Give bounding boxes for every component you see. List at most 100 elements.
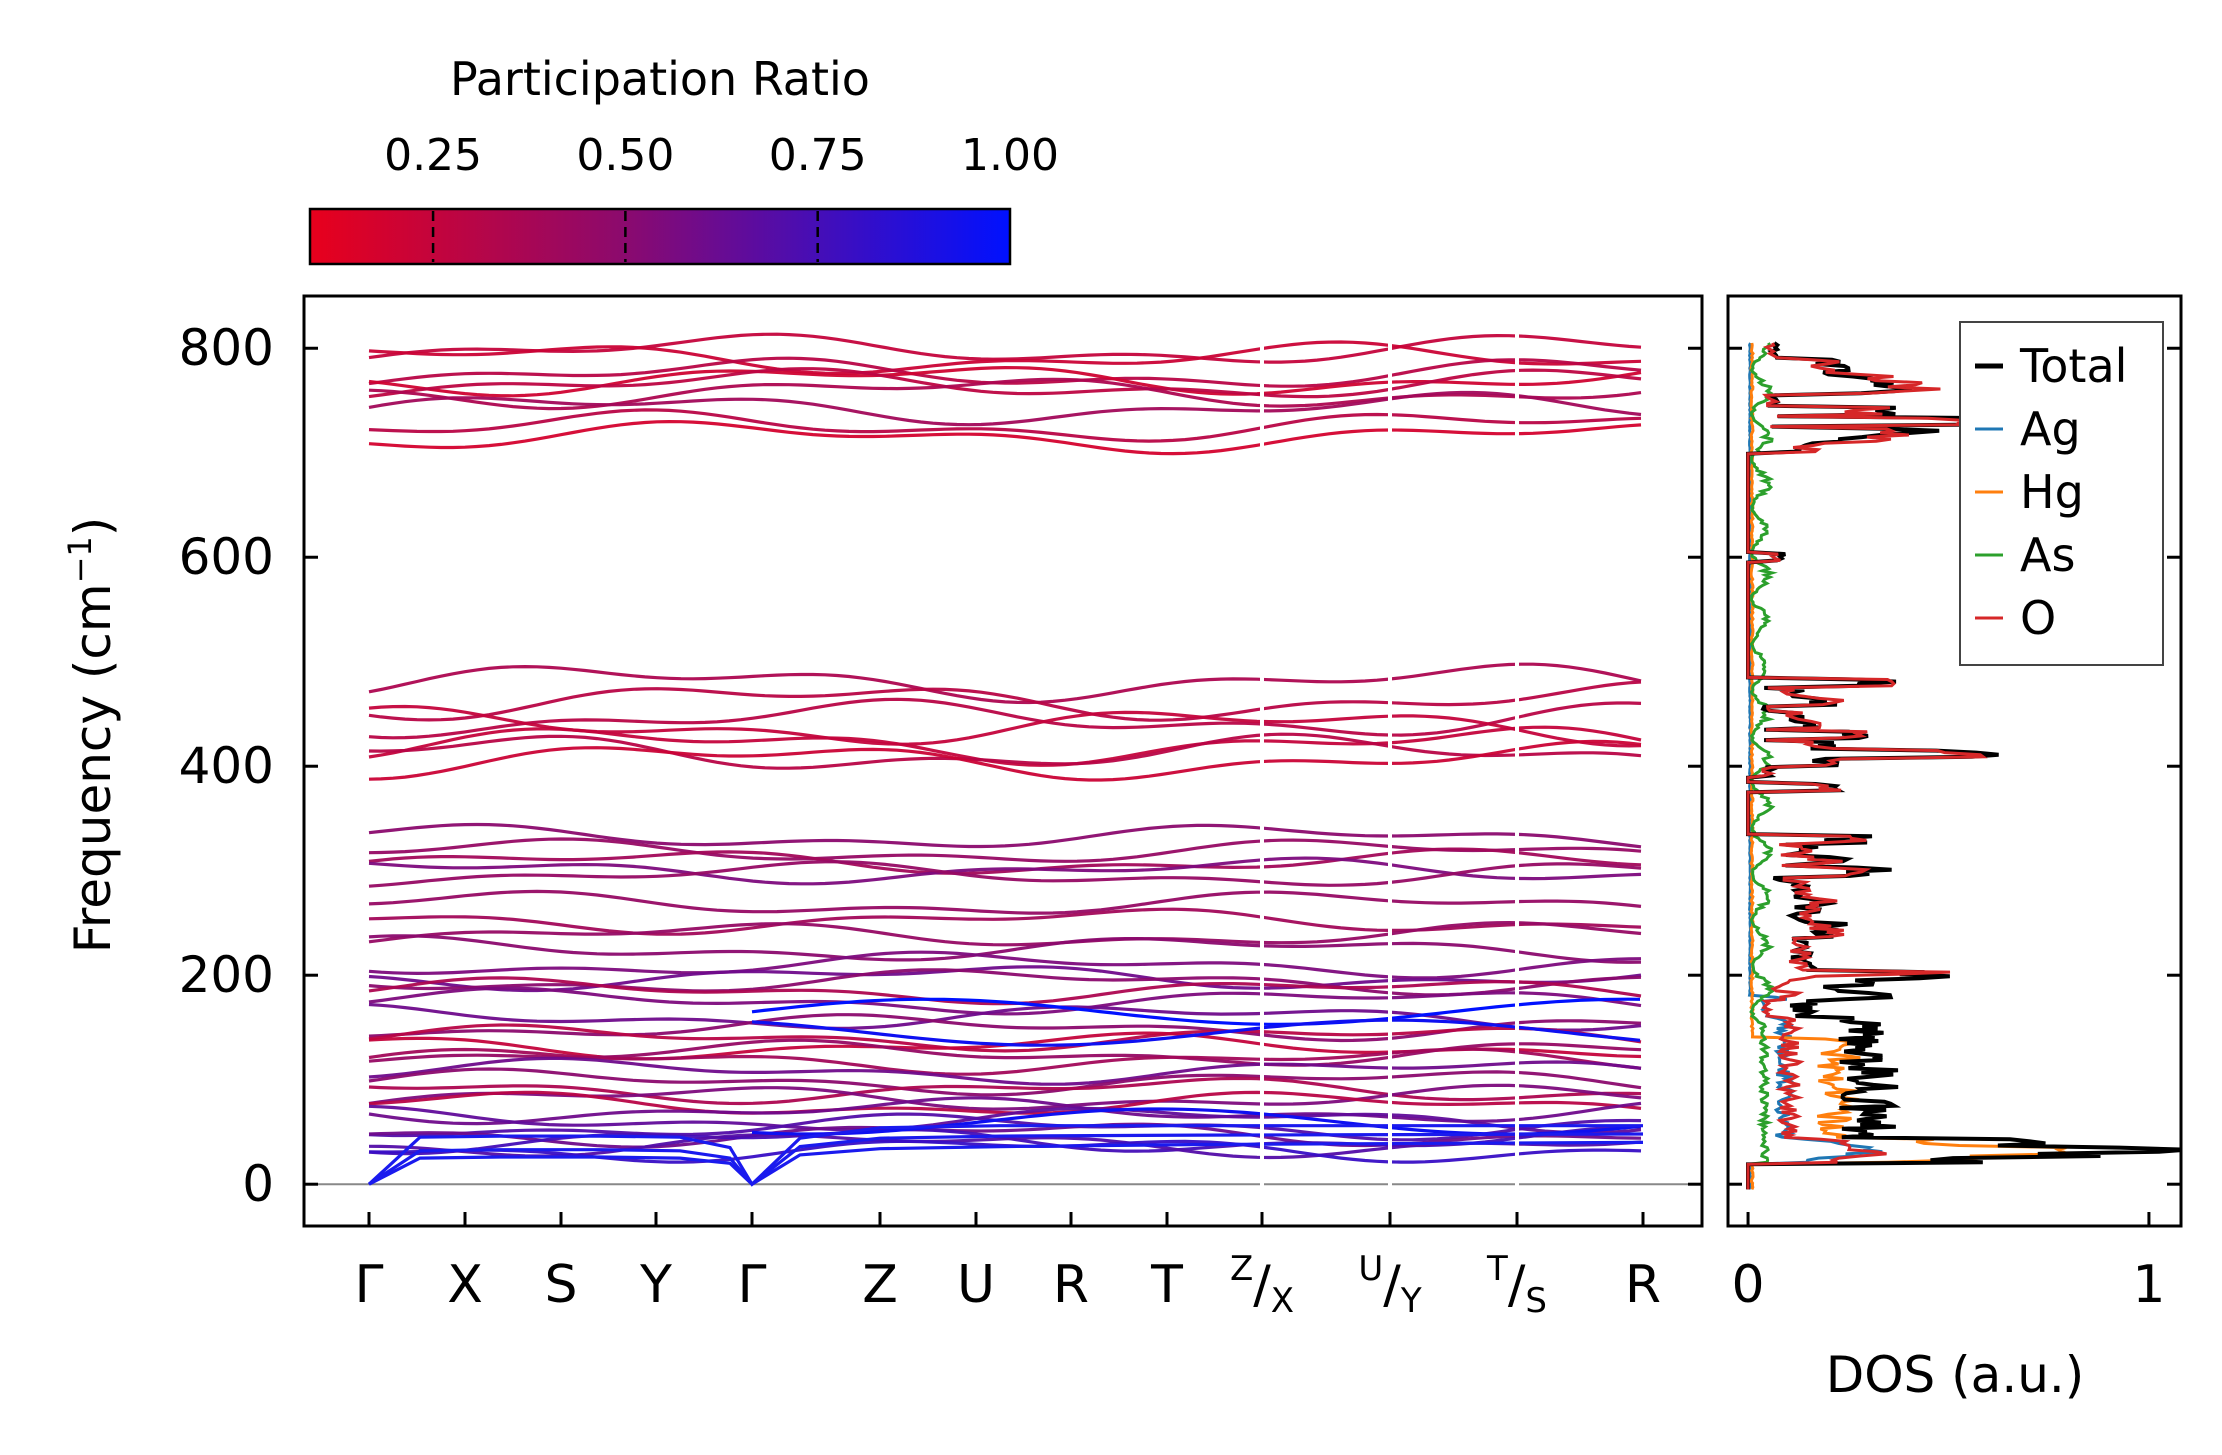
y-tick-label-800: 800 bbox=[179, 319, 274, 377]
k-label-3: Y bbox=[639, 1255, 672, 1315]
band-line-6 bbox=[368, 390, 1642, 427]
legend-label-total: Total bbox=[2019, 339, 2127, 393]
band-line-32 bbox=[368, 1023, 1642, 1053]
legend-label-o: O bbox=[2020, 591, 2056, 645]
dos-x-tick-label-0: 0 bbox=[1731, 1255, 1764, 1315]
band-line-7 bbox=[368, 408, 1642, 443]
band-line-15 bbox=[368, 739, 1642, 782]
band-line-43 bbox=[368, 1112, 1642, 1142]
band-lines bbox=[367, 332, 1644, 1187]
band-y-axis-label: Frequency (cm−1) bbox=[61, 517, 122, 954]
band-line-4 bbox=[368, 367, 1642, 399]
legend-label-as: As bbox=[2020, 528, 2075, 582]
band-line-25 bbox=[368, 950, 1642, 980]
k-label-2: S bbox=[544, 1255, 577, 1315]
k-label-4: Γ bbox=[738, 1255, 767, 1315]
y-label-sup: −1 bbox=[61, 536, 99, 583]
dos-axes-frame bbox=[1726, 294, 2183, 1228]
dos-line-o bbox=[1746, 342, 1988, 1190]
band-line-42 bbox=[368, 1104, 1642, 1135]
path-break-gap-2 bbox=[1515, 298, 1519, 1208]
band-x-ticks: Γ X S Y Γ Z U R T Z/XU/YT/S R bbox=[355, 1212, 1661, 1321]
k-label-6: U bbox=[957, 1255, 995, 1315]
band-line-23 bbox=[368, 920, 1642, 947]
path-break-gap-0 bbox=[1260, 298, 1264, 1208]
k-label-slash-11: / bbox=[1508, 1255, 1526, 1315]
highlight-band-0 bbox=[751, 997, 1641, 1026]
k-label-sub-9: X bbox=[1271, 1281, 1294, 1321]
colorbar-ticks: 0.25 0.50 0.75 1.00 bbox=[384, 130, 1059, 262]
band-axes-frame bbox=[302, 294, 1704, 1228]
k-label-sup-11: T bbox=[1486, 1249, 1508, 1289]
k-label-sub-11: S bbox=[1525, 1281, 1547, 1321]
colorbar-tick-label-3: 1.00 bbox=[961, 130, 1059, 181]
band-line-11 bbox=[368, 697, 1642, 740]
band-line-38 bbox=[368, 1076, 1642, 1106]
band-line-21 bbox=[368, 889, 1642, 915]
band-line-36 bbox=[368, 1056, 1642, 1086]
y-tick-label-200: 200 bbox=[179, 946, 274, 1004]
k-label-sup-10: U bbox=[1358, 1249, 1383, 1289]
band-line-26 bbox=[368, 965, 1642, 993]
band-line-9 bbox=[368, 662, 1642, 705]
colorbar-gradient bbox=[308, 207, 1012, 266]
y-tick-label-400: 400 bbox=[179, 737, 274, 795]
k-label-1: X bbox=[447, 1255, 483, 1315]
k-label-slash-10: / bbox=[1383, 1255, 1401, 1315]
band-line-14 bbox=[368, 732, 1642, 770]
band-line-41 bbox=[368, 1096, 1642, 1126]
dos-legend: Total Ag Hg As O bbox=[1959, 321, 2164, 666]
band-line-35 bbox=[368, 1047, 1642, 1076]
band-y-ticks: 0 200 400 600 800 bbox=[179, 319, 1702, 1213]
k-label-11: T/S bbox=[1486, 1249, 1547, 1321]
colorbar-tick-label-0: 0.25 bbox=[384, 130, 482, 181]
y-label-text: Frequency (cm bbox=[64, 583, 122, 953]
k-label-8: T bbox=[1150, 1255, 1183, 1315]
k-label-sup-9: Z bbox=[1230, 1249, 1253, 1289]
colorbar-tick-label-1: 0.50 bbox=[576, 130, 674, 181]
legend-label-ag: Ag bbox=[2020, 402, 2081, 456]
colorbar-tick-label-2: 0.75 bbox=[769, 130, 867, 181]
colorbar: Participation Ratio 0.25 0.50 0.75 1.00 bbox=[308, 52, 1059, 266]
path-break-gap-1 bbox=[1388, 298, 1392, 1208]
acoustic-branch-0 bbox=[368, 1140, 1644, 1187]
band-line-29 bbox=[368, 986, 1642, 1016]
k-label-0: Γ bbox=[355, 1255, 384, 1315]
highlight-band-1 bbox=[751, 1018, 1641, 1047]
k-label-7: R bbox=[1053, 1255, 1089, 1315]
acoustic-branch-1 bbox=[368, 1132, 1644, 1187]
band-line-19 bbox=[368, 856, 1642, 886]
colorbar-title: Participation Ratio bbox=[450, 52, 870, 106]
dos-x-axis-label: DOS (a.u.) bbox=[1826, 1346, 2085, 1404]
dos-x-tick-label-1: 1 bbox=[2132, 1255, 2165, 1315]
band-line-12 bbox=[368, 704, 1642, 748]
band-line-18 bbox=[368, 847, 1642, 875]
band-line-16 bbox=[368, 822, 1642, 849]
y-tick-label-600: 600 bbox=[179, 528, 274, 586]
k-label-sub-10: Y bbox=[1400, 1281, 1422, 1321]
band-line-13 bbox=[368, 725, 1642, 767]
acoustic-branch-2 bbox=[367, 1124, 1643, 1187]
k-label-10: U/Y bbox=[1358, 1249, 1421, 1321]
band-line-10 bbox=[368, 680, 1642, 722]
band-line-1 bbox=[368, 340, 1642, 376]
dos-lines bbox=[1746, 341, 2181, 1190]
band-line-24 bbox=[368, 934, 1642, 964]
band-line-31 bbox=[368, 1013, 1642, 1043]
dos-line-hg bbox=[1748, 342, 2067, 1190]
k-label-9: Z/X bbox=[1230, 1249, 1294, 1321]
band-line-37 bbox=[368, 1067, 1642, 1097]
path-break-gaps bbox=[1260, 298, 1519, 1208]
band-line-20 bbox=[368, 860, 1642, 888]
k-label-12: R bbox=[1625, 1255, 1661, 1315]
band-line-8 bbox=[368, 419, 1642, 456]
y-tick-label-0: 0 bbox=[242, 1155, 274, 1213]
legend-label-hg: Hg bbox=[2020, 465, 2084, 519]
k-label-5: Z bbox=[862, 1255, 898, 1315]
y-label-close: ) bbox=[64, 517, 122, 537]
k-label-slash-9: / bbox=[1253, 1255, 1271, 1315]
